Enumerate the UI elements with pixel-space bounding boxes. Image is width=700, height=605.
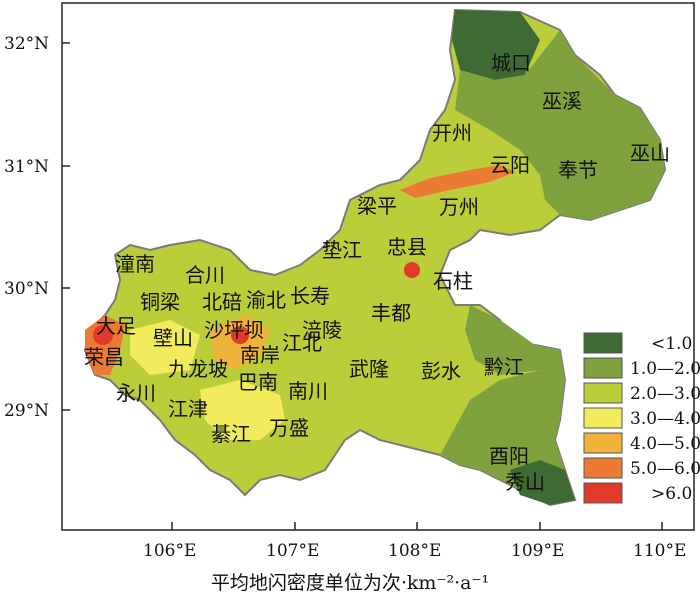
county-labels: 城口 巫溪 开州 云阳 奉节 巫山 梁平 万州 垫江 忠县 石柱 潼南 合川 铜… — [84, 51, 670, 494]
label-tongliang: 铜梁 — [140, 290, 180, 314]
legend-swatch-5 — [583, 457, 623, 479]
legend-label-4: 4.0—5.0 — [630, 434, 700, 454]
label-nanan: 南岸 — [240, 343, 280, 367]
label-liangping: 梁平 — [357, 194, 397, 218]
legend-label-2: 2.0—3.0 — [630, 384, 700, 404]
zone-northeast-mid — [455, 30, 665, 220]
label-jiulongpo: 九龙坡 — [168, 357, 228, 381]
legend-swatch-6 — [583, 482, 623, 504]
label-yubei: 渝北 — [246, 288, 286, 312]
zone-south-yellow — [200, 380, 285, 440]
legend-label-0: <1.0 — [651, 334, 692, 354]
legend: <1.0 1.0—2.0 2.0—3.0 3.0—4.0 4.0—5.0 5.0… — [583, 332, 700, 504]
label-banan: 巴南 — [238, 370, 278, 394]
zone-yunyang-band — [400, 165, 515, 198]
label-qianjiang: 黔江 — [484, 355, 524, 379]
label-shapingba: 沙坪坝 — [204, 318, 264, 342]
label-pengshui: 彭水 — [421, 359, 461, 383]
label-kaizhou: 开州 — [432, 121, 472, 145]
legend-label-3: 3.0—4.0 — [630, 409, 700, 429]
legend-swatch-0 — [583, 332, 623, 354]
y-tick-29: 29°N — [4, 401, 49, 421]
legend-swatch-4 — [583, 432, 623, 454]
label-zhongxian: 忠县 — [387, 235, 427, 259]
x-tick-108: 108°E — [388, 541, 441, 561]
x-tick-110: 110°E — [633, 541, 686, 561]
x-tick-107: 107°E — [266, 541, 319, 561]
label-dazu: 大足 — [96, 314, 136, 338]
y-tick-32: 32°N — [4, 34, 49, 54]
zone-west-yellow — [130, 320, 200, 375]
label-yongchuan: 永川 — [116, 381, 156, 405]
label-qijiang: 綦江 — [211, 422, 251, 446]
x-tick-109: 109°E — [511, 541, 564, 561]
legend-label-6: >6.0 — [651, 484, 692, 504]
label-wulong: 武隆 — [349, 357, 389, 381]
y-tick-31: 31°N — [4, 157, 49, 177]
zone-southeast-dark — [510, 460, 575, 505]
label-wuxi: 巫溪 — [542, 89, 582, 113]
label-rongchang: 荣昌 — [84, 345, 124, 369]
label-hechuan: 合川 — [185, 263, 225, 287]
label-xiushan: 秀山 — [505, 470, 545, 494]
label-wushan: 巫山 — [630, 141, 670, 165]
label-fuling: 涪陵 — [302, 318, 342, 342]
label-fengdu: 丰都 — [371, 301, 411, 325]
legend-swatch-2 — [583, 382, 623, 404]
map-caption: 平均地闪密度单位为次·km⁻²·a⁻¹ — [210, 572, 490, 594]
legend-swatch-3 — [583, 407, 623, 429]
y-tick-30: 30°N — [4, 279, 49, 299]
legend-swatch-1 — [583, 357, 623, 379]
label-beibei: 北碚 — [202, 290, 242, 314]
label-tongnan: 潼南 — [115, 252, 155, 276]
x-tick-106: 106°E — [143, 541, 196, 561]
label-jiangbei: 江北 — [282, 331, 322, 355]
legend-label-5: 5.0—6.0 — [630, 459, 700, 479]
x-axis-tick-labels: 106°E 107°E 108°E 109°E 110°E — [143, 541, 686, 561]
zone-east-mid — [465, 305, 565, 380]
label-wanzhou: 万州 — [439, 195, 479, 219]
label-changshou: 长寿 — [290, 284, 330, 308]
label-shizhu: 石柱 — [433, 269, 473, 293]
label-fengjie: 奉节 — [558, 158, 598, 182]
legend-label-1: 1.0—2.0 — [630, 359, 700, 379]
hotspot-rongchang — [93, 325, 113, 345]
label-dianjiang: 垫江 — [322, 238, 362, 262]
y-axis-tick-labels: 32°N 31°N 30°N 29°N — [4, 34, 49, 421]
label-bishan: 壁山 — [153, 326, 193, 350]
label-wansheng: 万盛 — [269, 416, 309, 440]
label-youyang: 酉阳 — [489, 444, 529, 468]
x-axis-ticks — [171, 522, 663, 530]
label-jiangjin: 江津 — [168, 397, 208, 421]
zone-northeast-dark — [452, 10, 540, 80]
label-chengkou: 城口 — [491, 51, 531, 75]
hotspot-shapingba — [231, 326, 249, 344]
y-axis-ticks — [62, 42, 70, 411]
label-yunyang: 云阳 — [490, 153, 530, 177]
label-nanchuan: 南川 — [288, 379, 328, 403]
hotspot-zhongxian — [404, 262, 420, 278]
